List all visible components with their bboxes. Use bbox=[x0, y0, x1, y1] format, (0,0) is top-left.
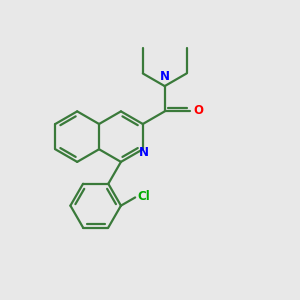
Text: Cl: Cl bbox=[137, 190, 150, 203]
Text: N: N bbox=[139, 146, 149, 159]
Text: N: N bbox=[160, 70, 170, 83]
Text: O: O bbox=[193, 104, 203, 117]
